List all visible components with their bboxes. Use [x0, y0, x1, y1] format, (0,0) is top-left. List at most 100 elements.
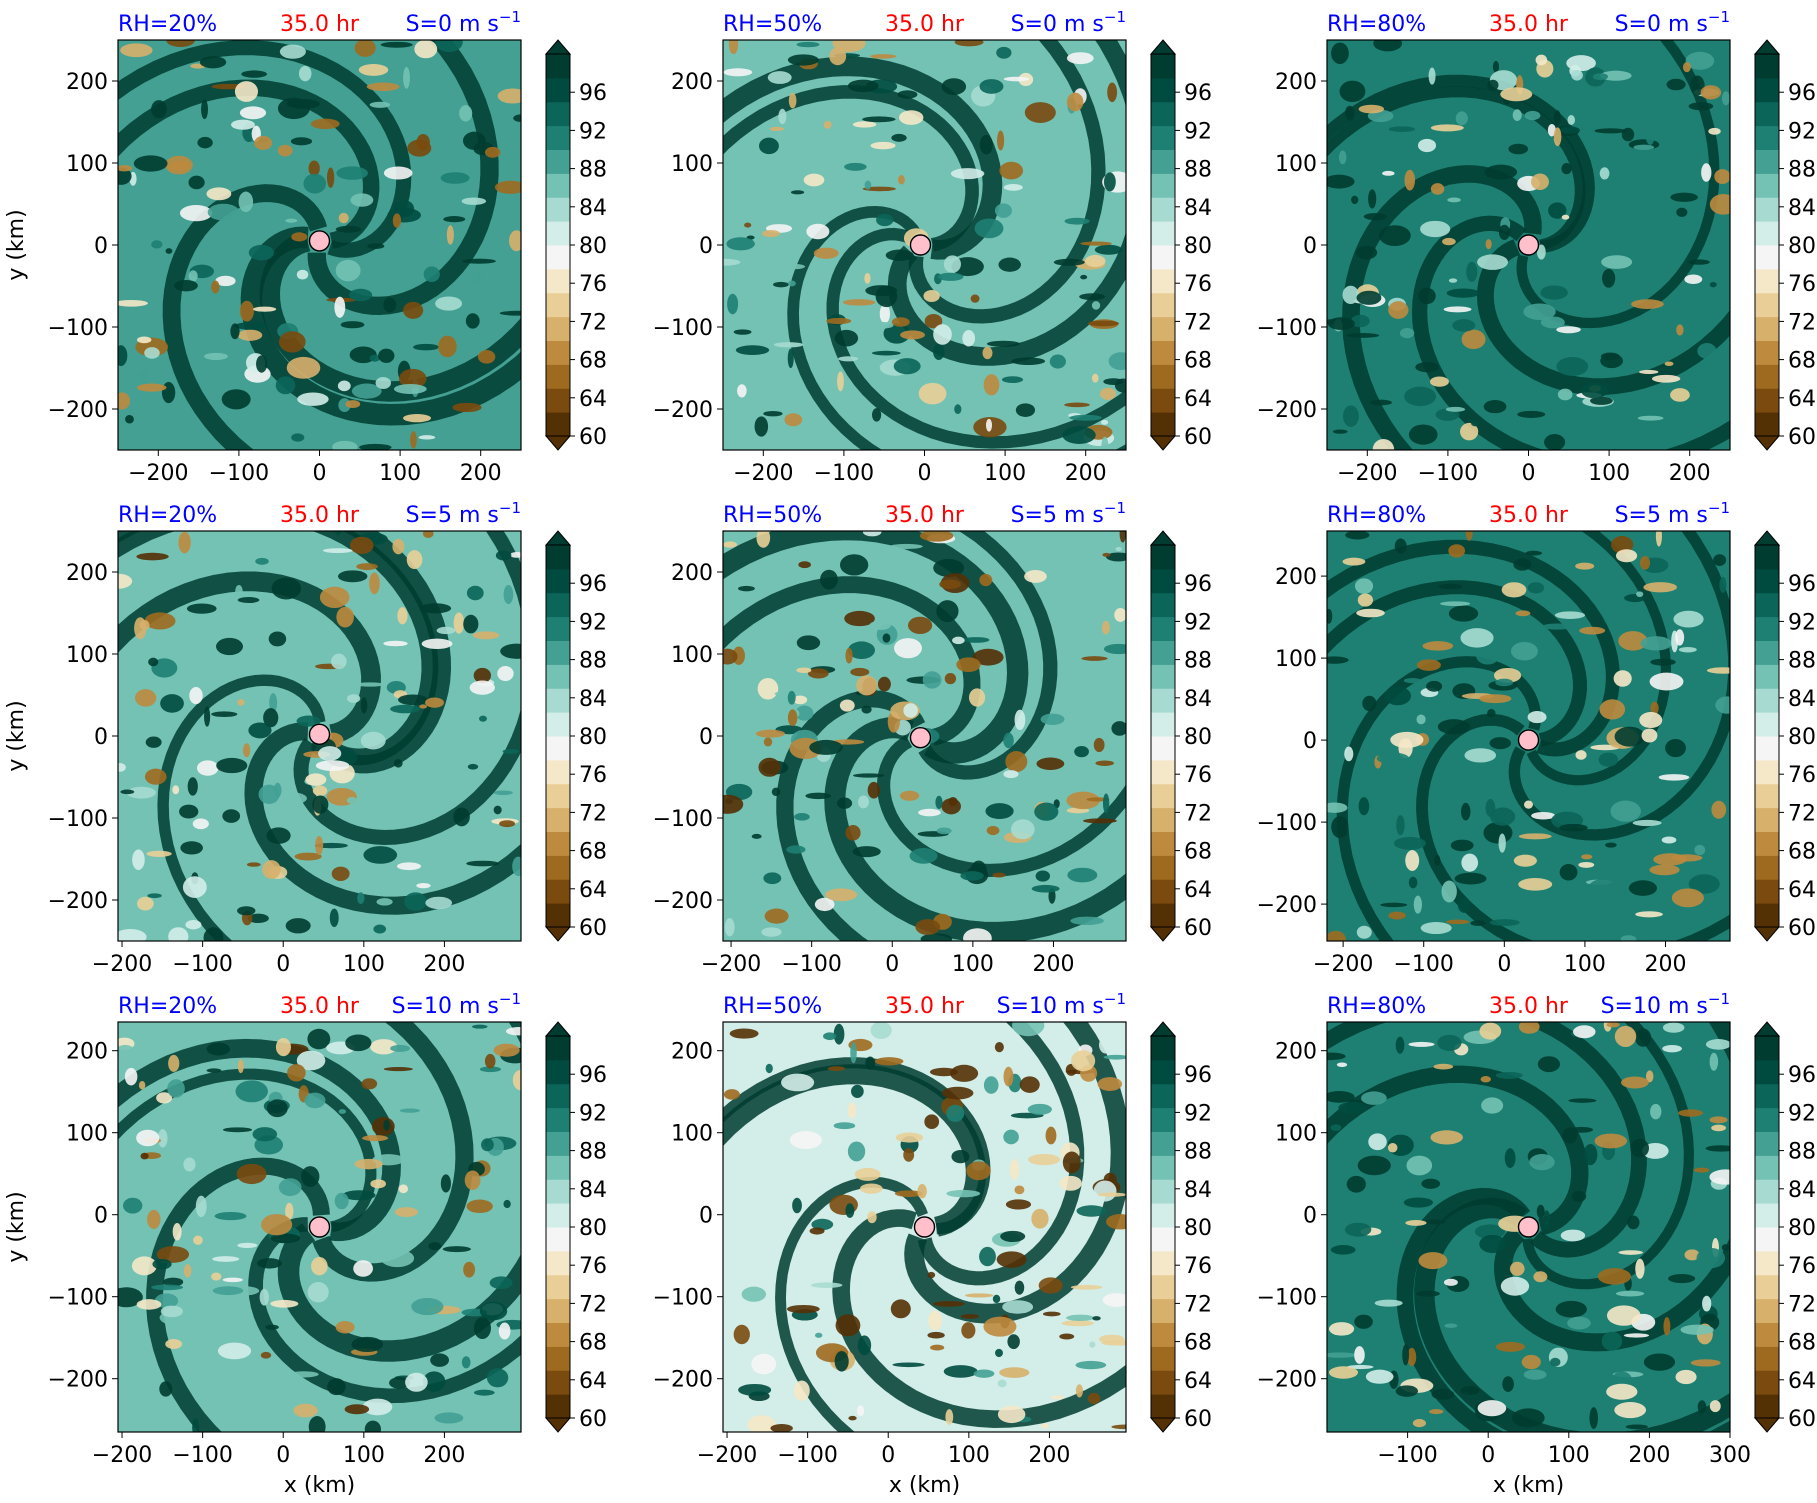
- field-cell: [179, 205, 213, 222]
- field-cell: [788, 92, 797, 109]
- spiral-band: [118, 531, 452, 774]
- colorbar-segment: [546, 592, 570, 618]
- colorbar-tick-label: 60: [1788, 916, 1816, 941]
- field-cell: [484, 1053, 496, 1069]
- field-cell: [1074, 746, 1089, 758]
- spiral-band: [1414, 1197, 1730, 1432]
- field-cell: [337, 380, 351, 392]
- field-cell: [357, 892, 365, 904]
- field-cell: [1701, 163, 1712, 182]
- field-cell: [951, 1149, 970, 1164]
- title-center: 35.0 hr: [280, 503, 360, 528]
- colorbar-segment: [1755, 1227, 1779, 1252]
- x-tick-label: −100: [814, 461, 874, 486]
- field-cell: [1328, 1366, 1359, 1379]
- field-cell: [275, 1037, 291, 1057]
- colorbar-tick-label: 60: [579, 1407, 607, 1432]
- field-cell: [237, 329, 263, 341]
- field-cell: [1632, 819, 1662, 827]
- field-cell: [833, 1023, 845, 1045]
- field-cell: [1351, 195, 1359, 205]
- field-cell: [867, 1211, 877, 1224]
- field-cell: [1721, 91, 1730, 106]
- colorbar-segment: [546, 807, 570, 832]
- field-cell: [922, 671, 942, 689]
- colorbar-segment: [1755, 1179, 1779, 1204]
- field-cell: [936, 600, 959, 623]
- field-cell: [834, 1351, 849, 1372]
- colorbar-tick-label: 64: [1184, 387, 1212, 412]
- field-cell: [489, 1276, 513, 1290]
- field-cell: [304, 1092, 326, 1109]
- field-cell: [842, 299, 876, 306]
- field-cell: [738, 1383, 772, 1396]
- field-cell: [1621, 127, 1635, 142]
- field-cell: [314, 842, 348, 849]
- field-cell: [1445, 406, 1466, 412]
- x-tick-label: 100: [1588, 461, 1630, 486]
- field-cell: [1363, 212, 1388, 221]
- field-cell: [844, 162, 867, 171]
- spiral-band: [118, 531, 439, 766]
- colorbar-segment: [1755, 1036, 1779, 1061]
- colorbar-segment: [546, 364, 570, 389]
- field-cell: [894, 1190, 923, 1197]
- colorbar-tick-label: 60: [579, 425, 607, 450]
- colorbar: 60 64 68 72 76 80 84 88 92 96: [544, 1021, 607, 1433]
- y-axis-label: y (km): [4, 1191, 29, 1262]
- field-cell: [1702, 1295, 1712, 1312]
- field-cell: [1415, 362, 1439, 373]
- spiral-band: [917, 1022, 1085, 1286]
- field-cell: [265, 1324, 279, 1330]
- field-cell: [1661, 836, 1677, 844]
- field-cell: [138, 1081, 146, 1090]
- colorbar-segment: [1151, 316, 1175, 341]
- field-cell: [1504, 1148, 1516, 1169]
- field-cell: [1582, 580, 1606, 591]
- colorbar-tick-label: 64: [579, 1369, 607, 1394]
- field-cell: [1431, 1388, 1455, 1400]
- field-cell: [757, 677, 779, 700]
- field-cell: [1376, 752, 1410, 765]
- field-cell: [1479, 1022, 1502, 1040]
- spiral-band: [1327, 74, 1595, 253]
- field-cell: [1721, 1244, 1730, 1251]
- colorbar-segment: [1755, 245, 1779, 270]
- field-cell: [255, 557, 269, 565]
- field-cell: [793, 1380, 810, 1401]
- field-cell: [806, 223, 830, 240]
- colorbar-extend-max: [1753, 530, 1781, 546]
- field-cell: [1666, 78, 1686, 91]
- field-cell: [1651, 374, 1681, 383]
- colorbar-segment: [1151, 616, 1175, 641]
- field-cell: [1492, 60, 1500, 73]
- field-cell: [941, 78, 967, 95]
- field-cell: [952, 636, 965, 645]
- field-cell: [422, 1371, 446, 1392]
- field-cell: [923, 289, 940, 302]
- field-cell: [1106, 1214, 1126, 1230]
- panel-7: −200 −100 0 100 200 200 100 0 −100 −200 RH=20% 35.0…: [4, 990, 607, 1498]
- field-cell: [1571, 69, 1583, 81]
- humidity-field: [118, 40, 521, 450]
- field-cell: [788, 884, 798, 894]
- field-cell: [383, 166, 413, 180]
- colorbar-tick-label: 96: [579, 1063, 607, 1088]
- colorbar-tick-label: 60: [1184, 1407, 1212, 1432]
- field-cell: [239, 106, 267, 120]
- field-cell: [196, 760, 219, 776]
- spiral-band: [904, 1022, 1126, 1324]
- field-cell: [139, 620, 150, 631]
- field-cell: [1393, 836, 1427, 850]
- field-cell: [1396, 815, 1405, 836]
- colorbar-tick-label: 76: [1788, 763, 1816, 788]
- field-cell: [1045, 1126, 1057, 1145]
- field-cell: [1501, 582, 1527, 598]
- field-cell: [342, 1190, 376, 1201]
- x-tick-label: −100: [781, 952, 841, 977]
- field-cell: [235, 1080, 268, 1103]
- field-cell: [1639, 712, 1663, 729]
- field-cell: [159, 1381, 173, 1397]
- field-cell: [285, 1202, 294, 1220]
- field-cell: [1342, 285, 1359, 305]
